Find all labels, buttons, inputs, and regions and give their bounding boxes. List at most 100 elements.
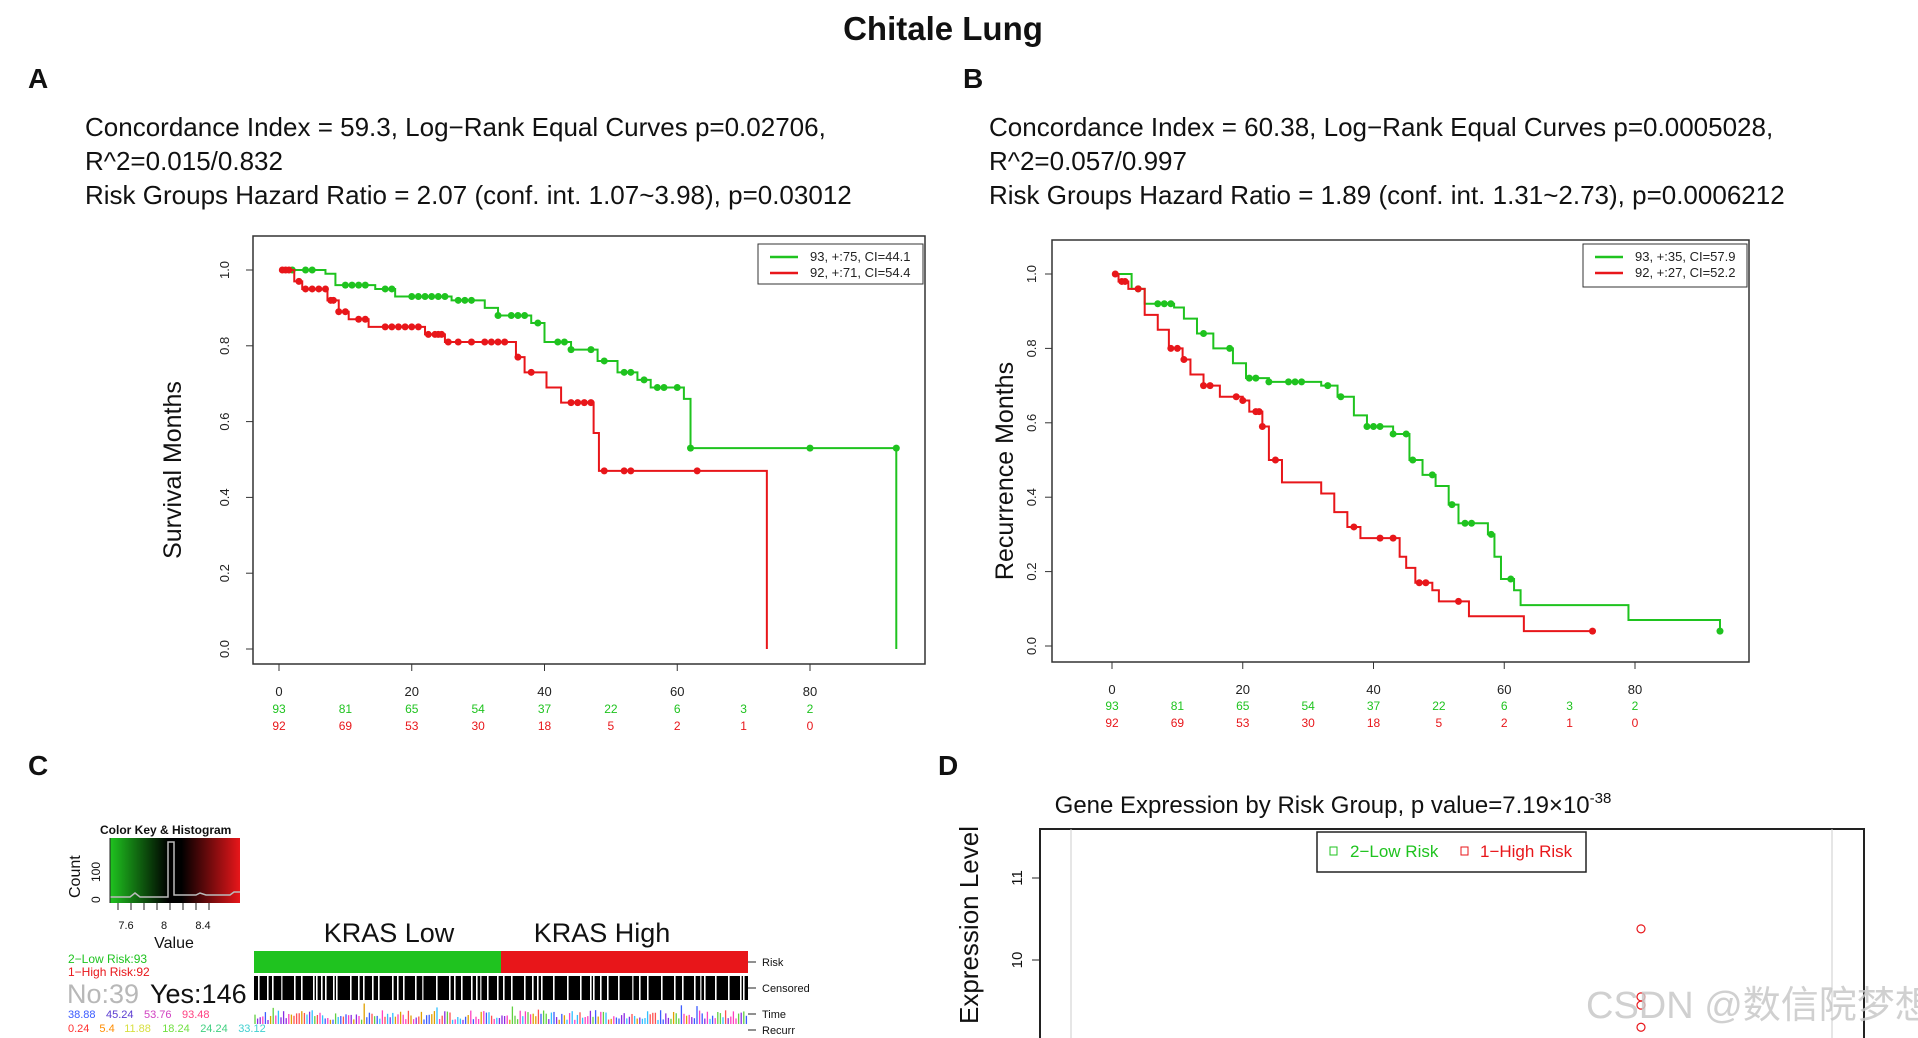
- b-ytick-label: 1.0: [1024, 265, 1039, 283]
- heatmap-panel-c: Color Key & Histogram 0 100 Count 7.6 8 …: [67, 823, 810, 1037]
- a-censor-mark: [444, 338, 452, 346]
- a-risk-table-high-risk: 53: [405, 719, 419, 733]
- d-data-point: [1636, 1000, 1646, 1010]
- a-censor-mark: [295, 277, 303, 285]
- a-ylabel: Survival Months: [159, 381, 187, 559]
- a-xtick-label: 60: [670, 684, 684, 699]
- d-ytick-11: 11: [1009, 870, 1026, 886]
- b-risk-table-high-risk: 18: [1367, 716, 1381, 730]
- panel-label-a: A: [28, 63, 48, 94]
- a-censor-mark: [534, 319, 542, 327]
- b-risk-table-low-risk: 2: [1632, 699, 1639, 713]
- time-break-2: 18.24: [162, 1023, 190, 1035]
- a-risk-table-low-risk: 54: [471, 702, 485, 716]
- censored-bar-gap: [321, 976, 323, 1000]
- a-risk-table-low-risk: 6: [674, 702, 681, 716]
- row-label-recurr: Recurr: [762, 1025, 795, 1037]
- b-ytick-label: 0.6: [1024, 414, 1039, 432]
- color-key-histogram: [110, 841, 240, 898]
- a-censor-mark: [414, 323, 422, 331]
- b-annotation-line1: Concordance Index = 60.38, Log−Rank Equa…: [989, 112, 1773, 142]
- b-risk-table-low-risk: 3: [1566, 699, 1573, 713]
- a-risk-table-high-risk: 0: [807, 719, 814, 733]
- a-xtick-label: 80: [803, 684, 817, 699]
- b-censor-mark: [1389, 534, 1397, 542]
- a-censor-mark: [467, 338, 475, 346]
- b-annotation-line3: Risk Groups Hazard Ratio = 1.89 (conf. i…: [989, 180, 1785, 210]
- a-ytick-label: 0.0: [217, 640, 232, 658]
- group-label-kras-high: KRAS High: [534, 918, 671, 948]
- a-censor-mark: [341, 308, 349, 316]
- censored-bar-gap: [567, 976, 569, 1000]
- censored-bar-gap: [378, 976, 380, 1000]
- b-risk-table-high-risk: 5: [1436, 716, 1443, 730]
- a-annotation-line1: Concordance Index = 59.3, Log−Rank Equal…: [85, 112, 826, 142]
- a-censor-mark: [428, 293, 436, 301]
- censored-bar-gap: [553, 976, 555, 1000]
- censored-bar-gap: [333, 976, 335, 1000]
- a-risk-table-high-risk: 92: [272, 719, 286, 733]
- b-censor-mark: [1507, 575, 1515, 583]
- a-censor-mark: [627, 467, 635, 475]
- b-censor-mark: [1350, 523, 1358, 531]
- b-censor-mark: [1468, 519, 1476, 527]
- censored-bar-gap: [461, 976, 463, 1000]
- group-label-kras-low: KRAS Low: [324, 918, 455, 948]
- censored-bar-gap: [524, 976, 526, 1000]
- a-censor-mark: [388, 285, 396, 293]
- censored-bar-gap: [454, 976, 456, 1000]
- censored-bar-gap: [590, 976, 592, 1000]
- censored-bar-gap: [325, 976, 327, 1000]
- time-break-2: 24.24: [200, 1023, 228, 1035]
- b-censor-mark: [1111, 270, 1119, 278]
- a-censor-mark: [348, 281, 356, 289]
- censored-bar-gap: [422, 976, 424, 1000]
- b-censor-mark: [1167, 344, 1175, 352]
- censored-bar-gap: [743, 976, 745, 1000]
- b-legend-label: 93, +:35, CI=57.9: [1635, 249, 1735, 264]
- censored-bar-gap: [580, 976, 582, 1000]
- a-censor-mark: [693, 467, 701, 475]
- censor-count-no: No:39: [67, 979, 139, 1009]
- a-censor-mark: [381, 323, 389, 331]
- b-risk-table-low-risk: 54: [1301, 699, 1315, 713]
- b-censor-mark: [1461, 519, 1469, 527]
- b-censor-mark: [1252, 374, 1260, 382]
- a-xtick-label: 40: [537, 684, 551, 699]
- a-censor-mark: [567, 346, 575, 354]
- b-censor-mark: [1121, 277, 1129, 285]
- b-risk-table-high-risk: 69: [1171, 716, 1185, 730]
- a-xtick-label: 0: [275, 684, 282, 699]
- censored-bar-gap: [593, 976, 595, 1000]
- censored-bar-gap: [316, 976, 318, 1000]
- b-ylabel: Recurrence Months: [991, 362, 1019, 580]
- a-annotation-line2: R^2=0.015/0.832: [85, 146, 283, 176]
- risk-bar-high: [501, 951, 748, 973]
- time-bar: [254, 1003, 748, 1024]
- b-censor-mark: [1291, 378, 1299, 386]
- censored-bar-gap: [403, 976, 405, 1000]
- b-risk-table-low-risk: 22: [1432, 699, 1446, 713]
- b-censor-mark: [1160, 300, 1168, 308]
- a-censor-mark: [302, 266, 310, 274]
- a-ytick-label: 0.4: [217, 488, 232, 506]
- b-risk-table-low-risk: 6: [1501, 699, 1508, 713]
- b-risk-table-high-risk: 53: [1236, 716, 1250, 730]
- a-censor-mark: [388, 323, 396, 331]
- a-risk-table-high-risk: 5: [608, 719, 615, 733]
- b-legend-label: 92, +:27, CI=52.2: [1635, 265, 1735, 280]
- d-legend: [1316, 831, 1587, 873]
- b-censor-mark: [1180, 356, 1188, 364]
- risk-bar-low: [254, 951, 501, 973]
- b-censor-mark: [1200, 330, 1208, 338]
- a-censor-mark: [574, 399, 582, 407]
- color-key-xtick-7.6: 7.6: [118, 920, 133, 932]
- d-data-point: [1636, 924, 1646, 934]
- a-censor-mark: [487, 338, 495, 346]
- censored-bar-gap: [350, 976, 352, 1000]
- color-key-ylabel: Count: [67, 855, 84, 898]
- a-censor-mark: [461, 296, 469, 304]
- a-risk-table-low-risk: 3: [740, 702, 747, 716]
